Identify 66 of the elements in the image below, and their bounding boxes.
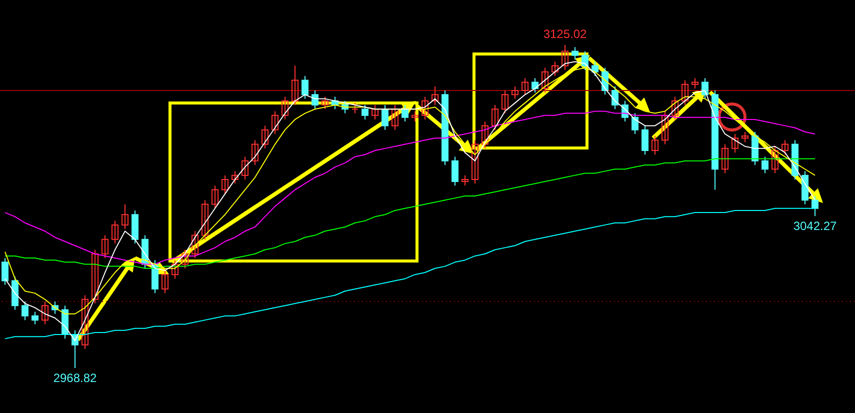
candlestick	[482, 121, 488, 149]
candlestick	[372, 104, 378, 120]
candlestick	[352, 102, 358, 114]
candlestick	[302, 76, 308, 100]
candlestick	[422, 96, 428, 120]
candlestick	[492, 104, 498, 130]
candlestick	[652, 136, 658, 156]
candlestick	[202, 200, 208, 240]
candlestick	[402, 104, 408, 122]
candlestick	[742, 131, 748, 143]
candlestick	[682, 80, 688, 106]
candlestick	[162, 270, 168, 294]
candlestick	[382, 104, 388, 130]
candlestick	[242, 156, 248, 180]
candlestick	[522, 78, 528, 96]
candlestick	[502, 90, 508, 114]
candlestick	[552, 61, 558, 77]
candlestick	[32, 311, 38, 325]
candlestick	[722, 144, 728, 174]
candlestick	[562, 44, 568, 70]
annotation: 3125.02	[543, 27, 588, 41]
candlestick	[642, 125, 648, 156]
candlestick	[192, 230, 198, 259]
candlestick	[122, 204, 128, 230]
candlestick	[282, 96, 288, 120]
candlestick	[272, 110, 278, 134]
candlestick	[572, 46, 578, 60]
candlestick	[692, 78, 698, 89]
candlestick	[672, 96, 678, 120]
annotation: 3042.27	[793, 219, 838, 234]
candlestick	[322, 96, 328, 110]
candlestick	[472, 140, 478, 184]
annotation: 2968.82	[53, 371, 98, 385]
candlestick	[462, 174, 468, 186]
candlestick	[182, 249, 188, 269]
candlestick	[212, 185, 218, 209]
candlestick	[22, 300, 28, 321]
candlestick	[2, 258, 8, 286]
candlestick	[732, 133, 738, 154]
candlestick	[172, 260, 178, 280]
candlestick	[42, 300, 48, 325]
candlestick	[432, 86, 438, 106]
candlestick	[392, 104, 398, 130]
candlestick	[542, 67, 548, 94]
candlestick	[412, 110, 418, 122]
candlestick	[782, 140, 788, 156]
candlestick	[252, 140, 258, 166]
candlestick	[312, 90, 318, 110]
candlestick	[222, 174, 228, 194]
candlestick	[232, 170, 238, 184]
candlestick	[762, 156, 768, 174]
candlestick	[592, 61, 598, 77]
candlestick	[452, 156, 458, 186]
candlestick	[92, 249, 98, 304]
candlestick	[102, 234, 108, 259]
candlestick	[772, 146, 778, 174]
candlestick	[632, 112, 638, 134]
candlestick	[112, 220, 118, 244]
candlestick	[512, 86, 518, 100]
candlestick	[662, 110, 668, 145]
candlestick	[812, 195, 818, 217]
candlestick	[82, 294, 88, 350]
candlestick	[612, 86, 618, 110]
candlestick	[292, 65, 298, 106]
candlestick	[262, 125, 268, 149]
candlestick	[362, 104, 368, 120]
